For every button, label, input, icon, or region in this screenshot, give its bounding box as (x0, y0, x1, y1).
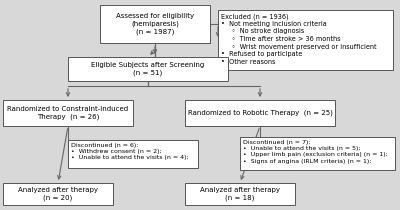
Bar (68, 57, 228, 81)
Text: Discontinued (n = 6):
•  Withdrew consent (n = 2);
•  Unable to attend the visit: Discontinued (n = 6): • Withdrew consent… (71, 143, 189, 160)
Bar (100, 5, 210, 43)
Bar (3, 100, 133, 126)
Bar (185, 183, 295, 205)
Text: Randomized to Robotic Therapy  (n = 25): Randomized to Robotic Therapy (n = 25) (188, 110, 332, 116)
Bar (68, 140, 198, 168)
Text: Analyzed after therapy
(n = 18): Analyzed after therapy (n = 18) (200, 187, 280, 201)
Text: Assessed for eligibility
(hemiparesis)
(n = 1987): Assessed for eligibility (hemiparesis) (… (116, 13, 194, 35)
Text: Analyzed after therapy
(n = 20): Analyzed after therapy (n = 20) (18, 187, 98, 201)
Bar (240, 137, 395, 170)
Text: Discontinued (n = 7):
•  Unable to attend the visits (n = 5);
•  Upper limb pain: Discontinued (n = 7): • Unable to attend… (243, 140, 388, 164)
Text: Excluded (n = 1936)
•  Not meeting inclusion criteria
     ◦  No stroke diagnosi: Excluded (n = 1936) • Not meeting inclus… (221, 13, 377, 64)
Text: Randomized to Constraint-induced
Therapy  (n = 26): Randomized to Constraint-induced Therapy… (8, 106, 128, 120)
Bar (3, 183, 113, 205)
Bar (218, 10, 393, 70)
Bar (185, 100, 335, 126)
Text: Eligible Subjects after Screening
(n = 51): Eligible Subjects after Screening (n = 5… (91, 62, 205, 76)
